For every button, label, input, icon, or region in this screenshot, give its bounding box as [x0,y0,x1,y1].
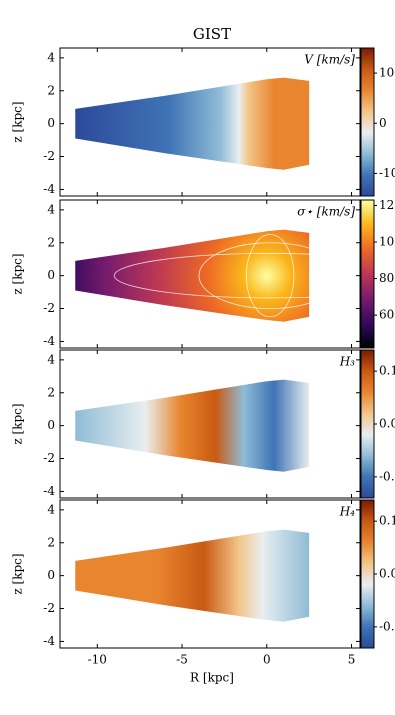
contour [246,234,295,318]
colorbar-tick-label: 0.1 [379,514,395,528]
y-axis-label: z [kpc] [11,101,25,142]
y-tick-label: 0 [47,268,55,282]
x-tick-label: 0 [263,653,271,667]
y-tick-label: 4 [47,202,55,216]
map-field [75,229,310,322]
y-tick-label: 2 [47,235,55,249]
figure-title: GIST [193,25,231,43]
y-tick-label: 0 [47,116,55,130]
panel-frame [59,47,361,197]
panel-frame [59,199,361,349]
x-tick-label: 5 [348,653,356,667]
panel-label: H₃ [339,355,355,369]
panel-label: V [km/s] [304,53,355,67]
contour [198,242,342,309]
y-tick-label: 0 [47,418,55,432]
colorbar-tick-label: -0.1 [379,469,395,483]
y-tick-label: -2 [43,301,55,315]
y-tick-label: -2 [43,451,55,465]
map-field [75,77,310,170]
y-tick-label: 4 [47,502,55,516]
y-axis-label: z [kpc] [11,403,25,444]
panel-frame [59,499,361,649]
map-field [75,379,310,472]
colorbar-tick-label: 80 [379,271,394,285]
colorbar-tick-label: 0 [379,116,387,130]
colorbar-tick-label: 100 [379,66,395,80]
x-tick-label: -5 [176,653,188,667]
colorbar [360,499,375,649]
panel-label: σ⋆ [km/s] [297,205,355,219]
panel-frame [59,349,361,499]
y-tick-label: -4 [43,484,55,498]
colorbar-tick-label: -100 [379,166,395,180]
y-tick-label: -4 [43,334,55,348]
x-axis-label: R [kpc] [190,671,234,685]
colorbar-tick-label: 0.0 [379,417,395,431]
colorbar [360,47,375,197]
colorbar-tick-label: 60 [379,308,394,322]
colorbar [360,199,375,349]
y-tick-label: -2 [43,149,55,163]
y-tick-label: 4 [47,352,55,366]
y-axis-label: z [kpc] [11,553,25,594]
panel-label: H₄ [339,505,355,519]
y-tick-label: -2 [43,601,55,615]
y-tick-label: -4 [43,182,55,196]
y-axis-label: z [kpc] [11,253,25,294]
contour [113,253,395,299]
y-tick-label: 2 [47,535,55,549]
colorbar-tick-label: -0.1 [379,619,395,633]
y-tick-label: -4 [43,634,55,648]
y-tick-label: 0 [47,568,55,582]
colorbar-tick-label: 0.1 [379,364,395,378]
x-tick-label: -10 [88,653,107,667]
map-field [75,529,310,622]
y-tick-label: 2 [47,385,55,399]
y-tick-label: 4 [47,50,55,64]
colorbar-tick-label: 100 [379,235,395,249]
y-tick-label: 2 [47,83,55,97]
colorbar-tick-label: 0.0 [379,567,395,581]
colorbar [360,349,375,499]
colorbar-tick-label: 120 [379,198,395,212]
